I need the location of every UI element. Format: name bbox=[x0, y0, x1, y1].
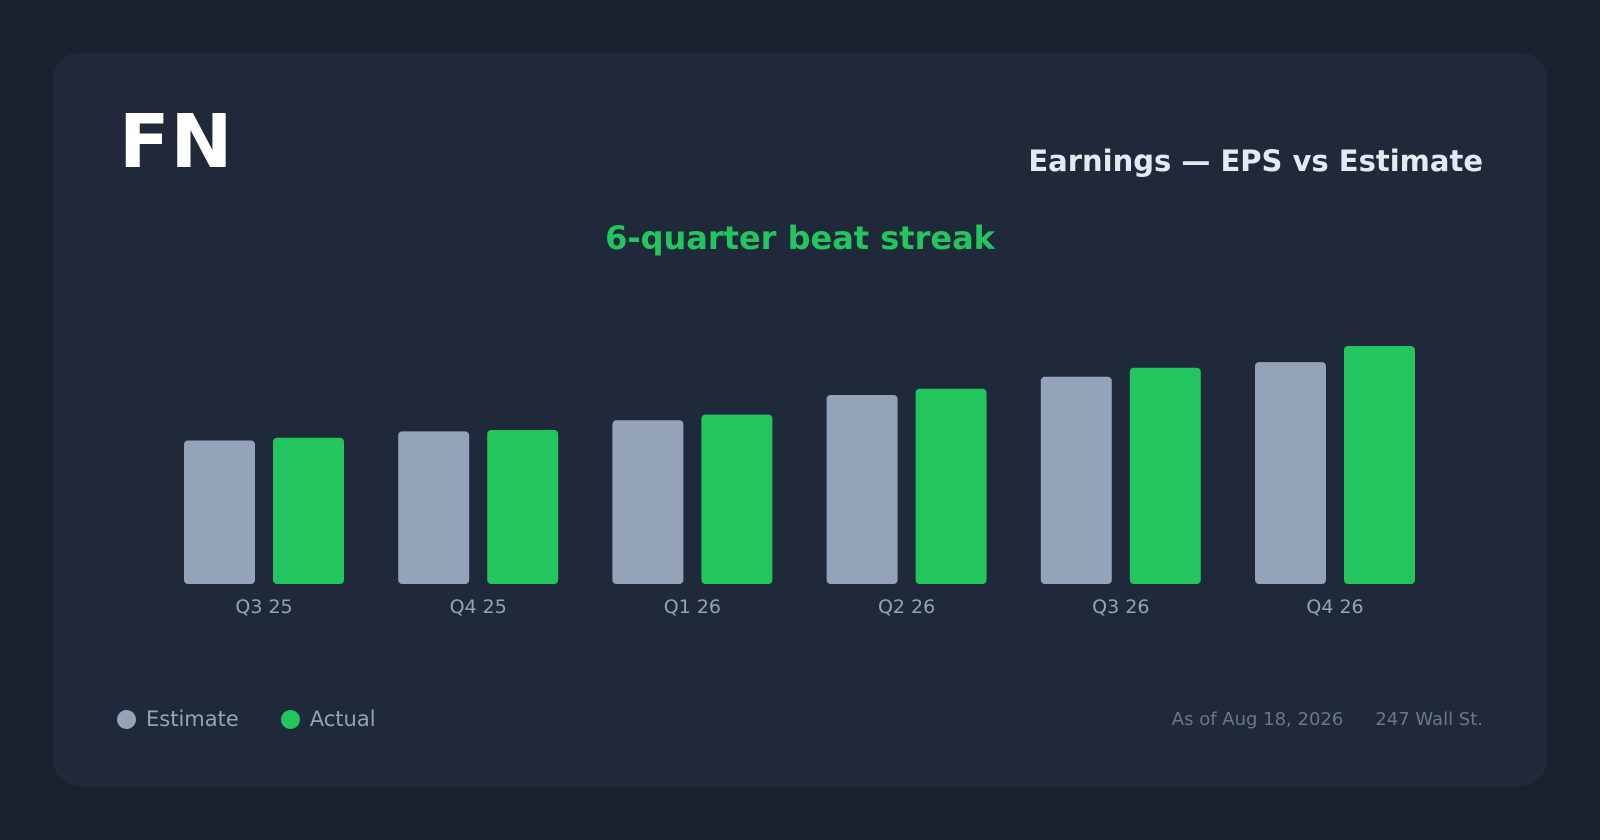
x-tick-label: Q3 25 bbox=[235, 596, 292, 618]
legend-label-estimate: Estimate bbox=[146, 707, 239, 731]
x-tick-label: Q4 25 bbox=[450, 596, 507, 618]
footer: As of Aug 18, 2026 247 Wall St. bbox=[1172, 709, 1483, 730]
ticker-symbol: FN bbox=[119, 99, 234, 185]
bar-actual-q4-25 bbox=[487, 430, 559, 584]
legend-label-actual: Actual bbox=[309, 707, 376, 731]
x-tick-label: Q2 26 bbox=[878, 596, 935, 618]
bar-actual-q1-26 bbox=[701, 414, 773, 584]
chart-subtitle: 6-quarter beat streak bbox=[605, 219, 995, 257]
legend-item-estimate: Estimate bbox=[117, 707, 239, 731]
legend-item-actual: Actual bbox=[280, 707, 376, 731]
chart-title: Earnings — EPS vs Estimate bbox=[1028, 144, 1483, 178]
legend: Estimate Actual bbox=[117, 707, 418, 731]
chart-card: FN Earnings — EPS vs Estimate 6-quarter … bbox=[53, 53, 1547, 786]
bar-estimate-q4-25 bbox=[398, 431, 470, 584]
as-of-date: As of Aug 18, 2026 bbox=[1171, 709, 1344, 730]
bar-actual-q4-26 bbox=[1344, 346, 1415, 584]
bar-actual-q2-26 bbox=[915, 388, 987, 584]
bar-actual-q3-26 bbox=[1129, 367, 1201, 584]
bar-estimate-q1-26 bbox=[612, 420, 684, 584]
bar-estimate-q3-26 bbox=[1040, 376, 1112, 584]
bar-estimate-q4-26 bbox=[1255, 362, 1326, 584]
bar-chart: Q3 25 Q4 25 Q1 26 Q2 26 Q3 26 Q4 26 bbox=[184, 346, 1415, 618]
x-tick-label: Q3 26 bbox=[1092, 596, 1149, 618]
bar-estimate-q2-26 bbox=[826, 395, 898, 584]
bar-estimate-q3-25 bbox=[184, 440, 255, 584]
bar-actual-q3-25 bbox=[273, 437, 344, 584]
x-tick-label: Q4 26 bbox=[1306, 596, 1363, 618]
estimate-dot-icon bbox=[117, 709, 136, 729]
source-label: 247 Wall St. bbox=[1375, 709, 1483, 730]
actual-dot-icon bbox=[280, 709, 300, 729]
x-tick-label: Q1 26 bbox=[664, 596, 721, 618]
